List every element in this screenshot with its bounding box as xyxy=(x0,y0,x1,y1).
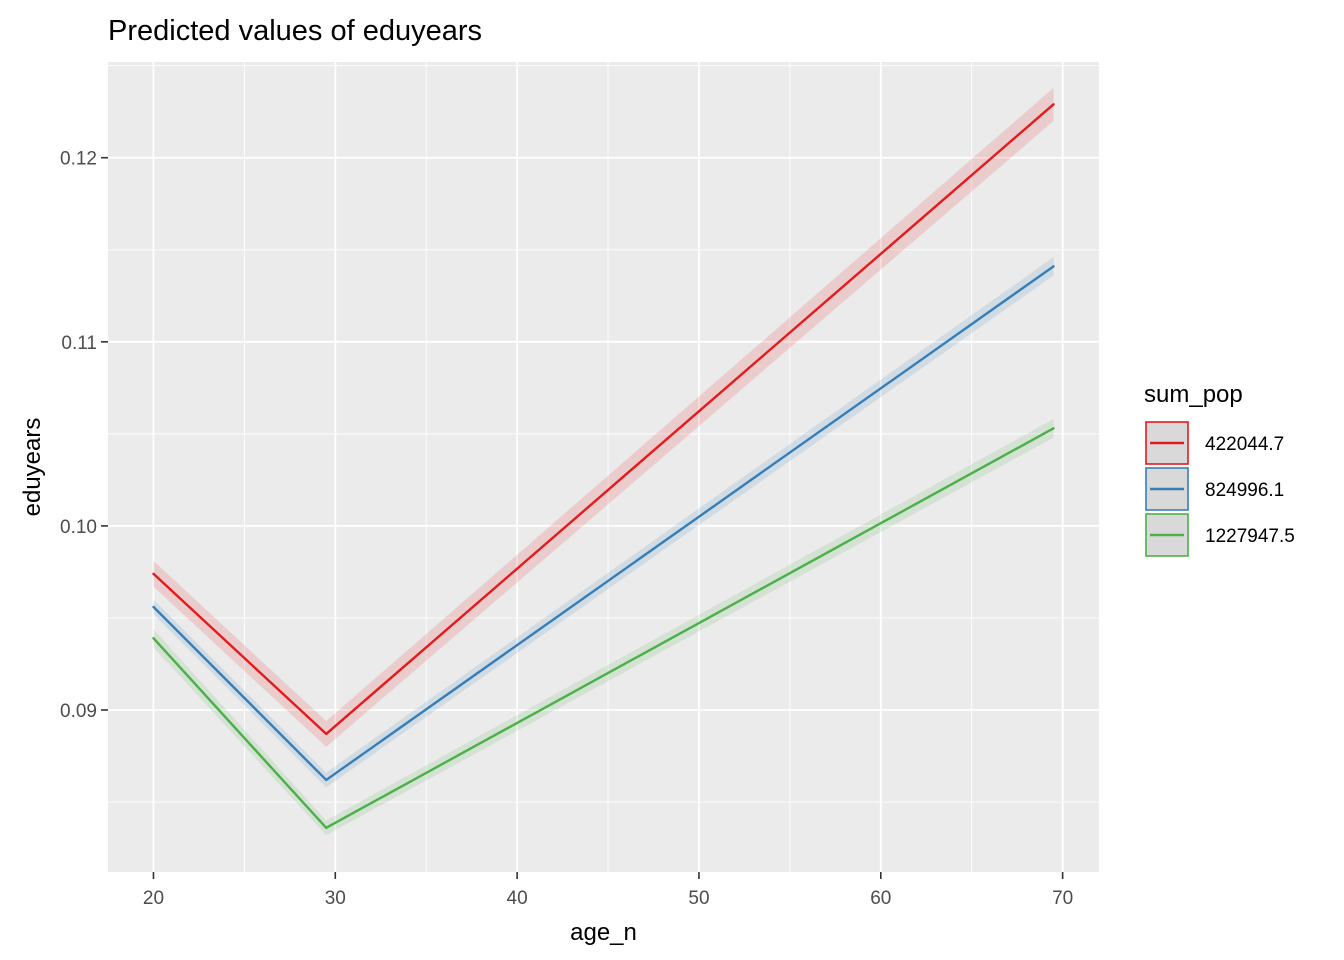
x-tick-label: 60 xyxy=(870,888,891,909)
data-point-0-0 xyxy=(152,572,155,575)
plot-panel xyxy=(108,62,1099,872)
series-lines xyxy=(152,103,1055,830)
axis-ticks: 20 30 40 50 60 70 0.09 0.10 0.11 0.12 xyxy=(60,149,1073,909)
data-point-2-2 xyxy=(1052,427,1055,430)
x-tick-label: 50 xyxy=(688,888,709,909)
data-point-1-1 xyxy=(325,778,328,782)
legend-label: 1227947.5 xyxy=(1205,526,1295,547)
x-tick-label: 70 xyxy=(1052,888,1073,909)
data-point-2-0 xyxy=(152,637,155,640)
chart-title: Predicted values of eduyears xyxy=(108,15,482,47)
data-point-1-2 xyxy=(1052,265,1055,268)
legend-label: 422044.7 xyxy=(1205,434,1284,455)
y-axis-title: eduyears xyxy=(19,418,46,517)
legend: sum_pop 422044.7 824996.1 1227947.5 xyxy=(1144,381,1295,557)
legend-item-2: 1227947.5 xyxy=(1145,513,1295,557)
data-point-0-1 xyxy=(325,732,328,736)
x-tick-label: 30 xyxy=(325,888,346,909)
x-axis-title: age_n xyxy=(570,919,637,946)
legend-item-1: 824996.1 xyxy=(1145,467,1284,511)
y-tick-label: 0.10 xyxy=(60,517,97,538)
legend-item-0: 422044.7 xyxy=(1145,421,1284,465)
x-tick-label: 20 xyxy=(143,888,164,909)
y-tick-label: 0.11 xyxy=(61,333,97,354)
x-tick-label: 40 xyxy=(507,888,528,909)
data-point-2-1 xyxy=(325,826,328,830)
data-point-0-2 xyxy=(1052,103,1055,106)
y-tick-label: 0.09 xyxy=(60,701,97,722)
data-point-1-0 xyxy=(152,605,155,609)
legend-title: sum_pop xyxy=(1144,381,1243,408)
legend-label: 824996.1 xyxy=(1205,480,1284,501)
y-tick-label: 0.12 xyxy=(60,149,97,170)
grid xyxy=(108,62,1099,872)
